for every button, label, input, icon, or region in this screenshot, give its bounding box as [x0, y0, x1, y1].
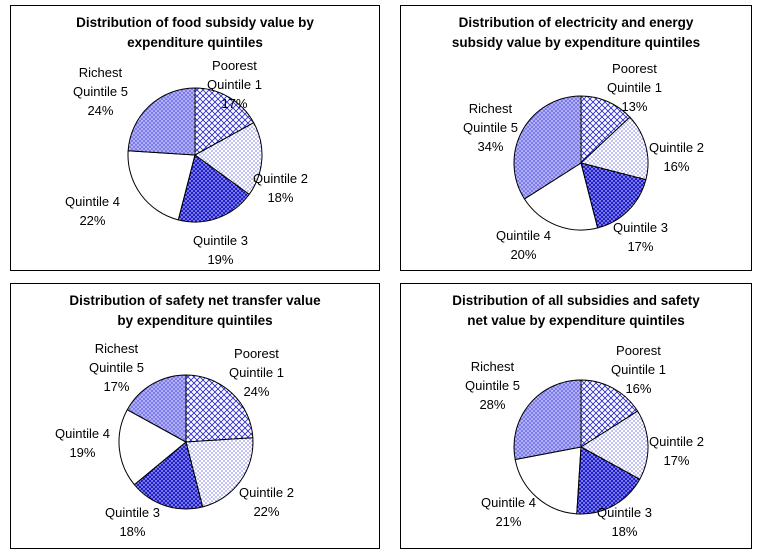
- pie-slice-quintile-3: [576, 446, 641, 515]
- chart-title-line: Distribution of all subsidies and safety: [452, 293, 700, 308]
- pie-slice-quintile-4: [523, 162, 599, 231]
- slice-label-quintile-4: Quintile 4 21%: [481, 495, 536, 529]
- chart-title-line: Distribution of food subsidy value by: [76, 15, 314, 30]
- pie-slice-quintile-4: [127, 150, 196, 221]
- pie-slice-quintile-1: [194, 87, 255, 156]
- slice-label-quintile-2: Quintile 2 16%: [649, 140, 704, 174]
- pie-slice-quintile-5: [513, 379, 582, 461]
- chart-title-line: expenditure quintiles: [127, 35, 263, 50]
- safety-net-chart: Distribution of safety net transfer valu…: [10, 283, 380, 549]
- slice-label-quintile-2: Quintile 2 17%: [649, 434, 704, 468]
- slice-label-quintile-5: Richest Quintile 5 34%: [463, 101, 518, 154]
- pie-slice-quintile-2: [579, 116, 649, 181]
- pie-slice-quintile-1: [185, 374, 254, 443]
- chart-title-line: Distribution of electricity and energy: [458, 15, 694, 30]
- chart-title: Distribution of food subsidy value by ex…: [11, 13, 379, 53]
- slice-label-quintile-5: Richest Quintile 5 28%: [465, 359, 520, 412]
- chart-title: Distribution of safety net transfer valu…: [11, 291, 379, 331]
- pie-slice-quintile-2: [185, 437, 254, 508]
- slice-label-quintile-2: Quintile 2 18%: [253, 171, 308, 205]
- slice-label-quintile-1: Poorest Quintile 1 24%: [229, 346, 284, 399]
- pie-slice-quintile-4: [118, 409, 187, 486]
- pie-slice-quintile-5: [513, 95, 582, 200]
- slice-label-quintile-5: Richest Quintile 5 17%: [89, 341, 144, 394]
- pie-slice-quintile-2: [194, 122, 263, 196]
- pie-slice-quintile-3: [580, 162, 647, 229]
- pie-food: [127, 87, 263, 223]
- all-subsidies-chart: Distribution of all subsidies and safety…: [400, 283, 752, 549]
- chart-title: Distribution of electricity and energy s…: [401, 13, 751, 53]
- pie-electricity: [513, 95, 649, 231]
- electricity-subsidy-chart: Distribution of electricity and energy s…: [400, 5, 752, 271]
- chart-title: Distribution of all subsidies and safety…: [401, 291, 751, 331]
- chart-title-line: subsidy value by expenditure quintiles: [451, 35, 701, 50]
- slice-label-quintile-3: Quintile 3 19%: [193, 233, 248, 267]
- pie-slice-quintile-1: [580, 95, 631, 165]
- slice-label-quintile-4: Quintile 4 20%: [496, 228, 551, 262]
- food-subsidy-chart: Distribution of food subsidy value by ex…: [10, 5, 380, 271]
- slice-label-quintile-1: Poorest Quintile 1 13%: [607, 61, 662, 114]
- pie-slice-quintile-2: [580, 410, 649, 480]
- pie-slice-quintile-3: [133, 441, 204, 510]
- slice-label-quintile-1: Poorest Quintile 1 16%: [611, 343, 666, 396]
- slice-label-quintile-1: Poorest Quintile 1 17%: [207, 58, 262, 111]
- slice-label-quintile-4: Quintile 4 22%: [65, 194, 120, 228]
- chart-title-line: Distribution of safety net transfer valu…: [69, 293, 321, 308]
- pie-slice-quintile-3: [177, 154, 250, 223]
- slice-label-quintile-3: Quintile 3 17%: [613, 220, 668, 254]
- slice-label-quintile-3: Quintile 3 18%: [597, 505, 652, 539]
- pie-slice-quintile-1: [580, 379, 639, 448]
- slice-label-quintile-3: Quintile 3 18%: [105, 505, 160, 539]
- chart-title-line: net value by expenditure quintiles: [467, 313, 685, 328]
- slice-label-quintile-5: Richest Quintile 5 24%: [73, 65, 128, 118]
- pie-slice-quintile-5: [126, 374, 187, 443]
- pie-safety-net: [118, 374, 254, 510]
- chart-title-line: by expenditure quintiles: [117, 313, 273, 328]
- pie-all-subsidies: [513, 379, 649, 515]
- slice-label-quintile-2: Quintile 2 22%: [239, 485, 294, 519]
- slice-label-quintile-4: Quintile 4 19%: [55, 426, 110, 460]
- pie-slice-quintile-5: [127, 87, 196, 156]
- pie-slice-quintile-4: [514, 446, 582, 515]
